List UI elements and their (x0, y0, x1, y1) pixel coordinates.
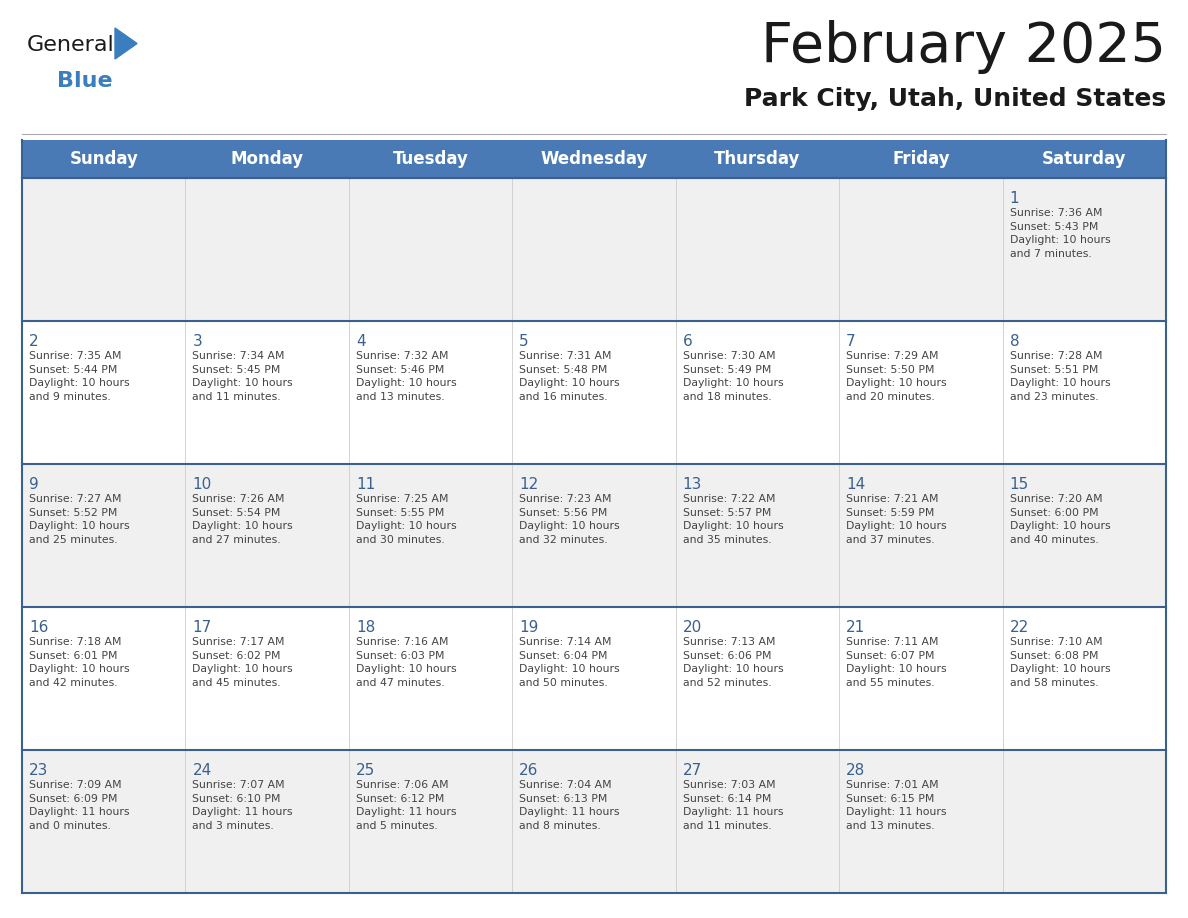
Text: 12: 12 (519, 477, 538, 492)
Text: Sunrise: 7:23 AM
Sunset: 5:56 PM
Daylight: 10 hours
and 32 minutes.: Sunrise: 7:23 AM Sunset: 5:56 PM Dayligh… (519, 494, 620, 544)
Bar (23, 750, 1165, 893)
Text: 11: 11 (356, 477, 375, 492)
Text: 17: 17 (192, 620, 211, 635)
Text: 7: 7 (846, 334, 855, 349)
Text: Sunrise: 7:09 AM
Sunset: 6:09 PM
Daylight: 11 hours
and 0 minutes.: Sunrise: 7:09 AM Sunset: 6:09 PM Dayligh… (29, 780, 129, 831)
Text: Sunrise: 7:01 AM
Sunset: 6:15 PM
Daylight: 11 hours
and 13 minutes.: Sunrise: 7:01 AM Sunset: 6:15 PM Dayligh… (846, 780, 947, 831)
Text: Sunrise: 7:25 AM
Sunset: 5:55 PM
Daylight: 10 hours
and 30 minutes.: Sunrise: 7:25 AM Sunset: 5:55 PM Dayligh… (356, 494, 456, 544)
Text: Sunrise: 7:30 AM
Sunset: 5:49 PM
Daylight: 10 hours
and 18 minutes.: Sunrise: 7:30 AM Sunset: 5:49 PM Dayligh… (683, 351, 783, 402)
Text: Sunrise: 7:29 AM
Sunset: 5:50 PM
Daylight: 10 hours
and 20 minutes.: Sunrise: 7:29 AM Sunset: 5:50 PM Dayligh… (846, 351, 947, 402)
Text: Tuesday: Tuesday (392, 150, 468, 168)
Text: Sunrise: 7:10 AM
Sunset: 6:08 PM
Daylight: 10 hours
and 58 minutes.: Sunrise: 7:10 AM Sunset: 6:08 PM Dayligh… (1010, 637, 1111, 688)
Text: Saturday: Saturday (1042, 150, 1126, 168)
Text: 25: 25 (356, 763, 375, 778)
Bar (23, 140, 1165, 178)
Text: Sunrise: 7:21 AM
Sunset: 5:59 PM
Daylight: 10 hours
and 37 minutes.: Sunrise: 7:21 AM Sunset: 5:59 PM Dayligh… (846, 494, 947, 544)
Text: 23: 23 (29, 763, 49, 778)
Text: 14: 14 (846, 477, 865, 492)
Text: Sunrise: 7:34 AM
Sunset: 5:45 PM
Daylight: 10 hours
and 11 minutes.: Sunrise: 7:34 AM Sunset: 5:45 PM Dayligh… (192, 351, 293, 402)
Text: Sunrise: 7:32 AM
Sunset: 5:46 PM
Daylight: 10 hours
and 13 minutes.: Sunrise: 7:32 AM Sunset: 5:46 PM Dayligh… (356, 351, 456, 402)
Text: Wednesday: Wednesday (541, 150, 647, 168)
Text: 21: 21 (846, 620, 865, 635)
Bar (23, 178, 1165, 321)
Text: Sunrise: 7:35 AM
Sunset: 5:44 PM
Daylight: 10 hours
and 9 minutes.: Sunrise: 7:35 AM Sunset: 5:44 PM Dayligh… (29, 351, 129, 402)
Text: Sunrise: 7:03 AM
Sunset: 6:14 PM
Daylight: 11 hours
and 11 minutes.: Sunrise: 7:03 AM Sunset: 6:14 PM Dayligh… (683, 780, 783, 831)
Text: 4: 4 (356, 334, 366, 349)
Text: Park City, Utah, United States: Park City, Utah, United States (744, 87, 1165, 111)
Bar (23, 607, 1165, 750)
Text: Sunrise: 7:22 AM
Sunset: 5:57 PM
Daylight: 10 hours
and 35 minutes.: Sunrise: 7:22 AM Sunset: 5:57 PM Dayligh… (683, 494, 783, 544)
Text: Sunrise: 7:17 AM
Sunset: 6:02 PM
Daylight: 10 hours
and 45 minutes.: Sunrise: 7:17 AM Sunset: 6:02 PM Dayligh… (192, 637, 293, 688)
Text: 3: 3 (192, 334, 202, 349)
Text: 13: 13 (683, 477, 702, 492)
Text: Sunrise: 7:27 AM
Sunset: 5:52 PM
Daylight: 10 hours
and 25 minutes.: Sunrise: 7:27 AM Sunset: 5:52 PM Dayligh… (29, 494, 129, 544)
Text: Sunrise: 7:16 AM
Sunset: 6:03 PM
Daylight: 10 hours
and 47 minutes.: Sunrise: 7:16 AM Sunset: 6:03 PM Dayligh… (356, 637, 456, 688)
Text: 28: 28 (846, 763, 865, 778)
Text: Sunrise: 7:13 AM
Sunset: 6:06 PM
Daylight: 10 hours
and 52 minutes.: Sunrise: 7:13 AM Sunset: 6:06 PM Dayligh… (683, 637, 783, 688)
Text: 6: 6 (683, 334, 693, 349)
Text: 9: 9 (29, 477, 39, 492)
Text: 16: 16 (29, 620, 49, 635)
Text: 5: 5 (519, 334, 529, 349)
Text: 26: 26 (519, 763, 538, 778)
Text: Sunrise: 7:11 AM
Sunset: 6:07 PM
Daylight: 10 hours
and 55 minutes.: Sunrise: 7:11 AM Sunset: 6:07 PM Dayligh… (846, 637, 947, 688)
Text: General: General (27, 35, 115, 55)
Bar (23, 321, 1165, 464)
Text: Sunrise: 7:20 AM
Sunset: 6:00 PM
Daylight: 10 hours
and 40 minutes.: Sunrise: 7:20 AM Sunset: 6:00 PM Dayligh… (1010, 494, 1111, 544)
Text: Sunrise: 7:04 AM
Sunset: 6:13 PM
Daylight: 11 hours
and 8 minutes.: Sunrise: 7:04 AM Sunset: 6:13 PM Dayligh… (519, 780, 620, 831)
Text: 27: 27 (683, 763, 702, 778)
Text: February 2025: February 2025 (762, 20, 1165, 74)
Text: Sunrise: 7:26 AM
Sunset: 5:54 PM
Daylight: 10 hours
and 27 minutes.: Sunrise: 7:26 AM Sunset: 5:54 PM Dayligh… (192, 494, 293, 544)
Text: Blue: Blue (57, 71, 113, 91)
Text: Sunrise: 7:18 AM
Sunset: 6:01 PM
Daylight: 10 hours
and 42 minutes.: Sunrise: 7:18 AM Sunset: 6:01 PM Dayligh… (29, 637, 129, 688)
Text: Sunrise: 7:28 AM
Sunset: 5:51 PM
Daylight: 10 hours
and 23 minutes.: Sunrise: 7:28 AM Sunset: 5:51 PM Dayligh… (1010, 351, 1111, 402)
Text: 2: 2 (29, 334, 39, 349)
Text: Sunrise: 7:14 AM
Sunset: 6:04 PM
Daylight: 10 hours
and 50 minutes.: Sunrise: 7:14 AM Sunset: 6:04 PM Dayligh… (519, 637, 620, 688)
Text: Sunrise: 7:31 AM
Sunset: 5:48 PM
Daylight: 10 hours
and 16 minutes.: Sunrise: 7:31 AM Sunset: 5:48 PM Dayligh… (519, 351, 620, 402)
Polygon shape (115, 28, 137, 59)
Text: 22: 22 (1010, 620, 1029, 635)
Text: Thursday: Thursday (714, 150, 801, 168)
Bar (23, 464, 1165, 607)
Text: Sunrise: 7:07 AM
Sunset: 6:10 PM
Daylight: 11 hours
and 3 minutes.: Sunrise: 7:07 AM Sunset: 6:10 PM Dayligh… (192, 780, 293, 831)
Text: Monday: Monday (230, 150, 304, 168)
Text: 15: 15 (1010, 477, 1029, 492)
Text: 8: 8 (1010, 334, 1019, 349)
Text: Friday: Friday (892, 150, 949, 168)
Text: 20: 20 (683, 620, 702, 635)
Text: 1: 1 (1010, 191, 1019, 206)
Text: Sunday: Sunday (69, 150, 138, 168)
Text: 10: 10 (192, 477, 211, 492)
Text: 19: 19 (519, 620, 538, 635)
Text: 18: 18 (356, 620, 375, 635)
Text: 24: 24 (192, 763, 211, 778)
Text: Sunrise: 7:36 AM
Sunset: 5:43 PM
Daylight: 10 hours
and 7 minutes.: Sunrise: 7:36 AM Sunset: 5:43 PM Dayligh… (1010, 208, 1111, 259)
Text: Sunrise: 7:06 AM
Sunset: 6:12 PM
Daylight: 11 hours
and 5 minutes.: Sunrise: 7:06 AM Sunset: 6:12 PM Dayligh… (356, 780, 456, 831)
